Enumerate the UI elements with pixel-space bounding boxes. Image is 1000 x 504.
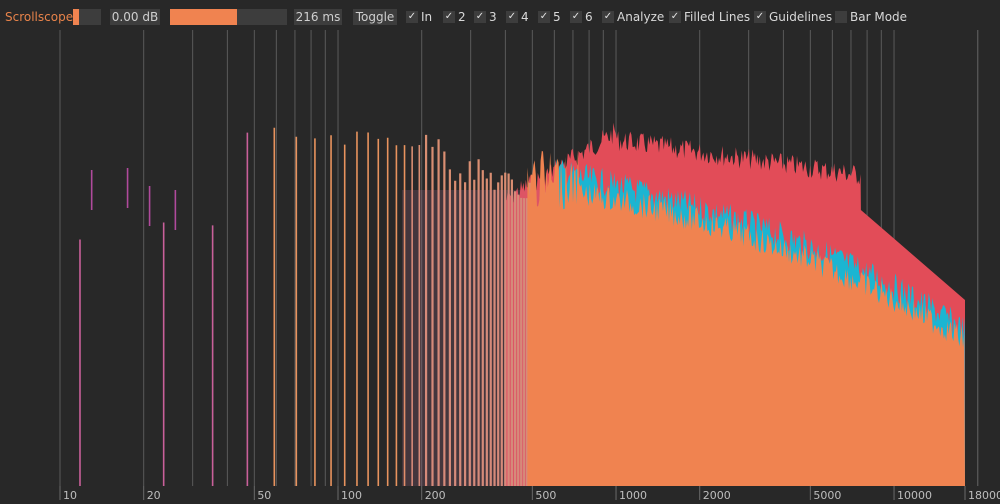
checkbox-3[interactable]: ✓ 3 bbox=[474, 9, 497, 25]
checkbox-label: 2 bbox=[458, 10, 466, 24]
frequency-axis: 10 20 50 100 200 500 1000 2000 5000 10000 18000 bbox=[0, 486, 1000, 504]
app-title: Scrollscope bbox=[5, 10, 74, 24]
checkbox-label: In bbox=[421, 10, 433, 24]
checkbox-label: Filled Lines bbox=[684, 10, 751, 24]
checkbox-filled-lines[interactable]: ✓ Filled Lines bbox=[669, 9, 750, 25]
axis-tick-label: 18000 bbox=[968, 489, 1000, 502]
toggle-button[interactable]: Toggle bbox=[353, 9, 397, 25]
axis-bar bbox=[0, 486, 1000, 504]
check-icon[interactable]: ✓ bbox=[474, 11, 486, 23]
check-icon[interactable]: ✓ bbox=[570, 11, 582, 23]
axis-tick-label: 50 bbox=[257, 489, 271, 502]
time-slider-fill bbox=[170, 9, 237, 25]
checkbox-5[interactable]: ✓ 5 bbox=[538, 9, 561, 25]
check-icon[interactable]: ✓ bbox=[443, 11, 455, 23]
checkbox-label: 4 bbox=[521, 10, 529, 24]
axis-tick-label: 100 bbox=[341, 489, 362, 502]
checkbox-bar-mode[interactable]: Bar Mode bbox=[835, 9, 907, 25]
checkbox-label: Bar Mode bbox=[850, 10, 908, 24]
spectrum-overlap bbox=[402, 190, 547, 486]
checkbox-empty-icon[interactable] bbox=[835, 11, 847, 23]
checkbox-6[interactable]: ✓ 6 bbox=[570, 9, 593, 25]
check-icon[interactable]: ✓ bbox=[538, 11, 550, 23]
axis-tick-label: 500 bbox=[535, 489, 556, 502]
checkbox-analyze[interactable]: ✓ Analyze bbox=[602, 9, 664, 25]
check-icon[interactable]: ✓ bbox=[669, 11, 681, 23]
checkbox-guidelines[interactable]: ✓ Guidelines bbox=[754, 9, 832, 25]
spectrum-orange bbox=[527, 150, 965, 486]
checkbox-label: 6 bbox=[585, 10, 593, 24]
check-icon[interactable]: ✓ bbox=[602, 11, 614, 23]
checkbox-label: 5 bbox=[553, 10, 561, 24]
spectrum-orange-harmonics bbox=[79, 127, 547, 486]
axis-tick-label: 20 bbox=[147, 489, 161, 502]
axis-tick-label: 5000 bbox=[813, 489, 841, 502]
axis-tick-label: 10000 bbox=[897, 489, 932, 502]
axis-tick-label: 2000 bbox=[703, 489, 731, 502]
axis-tick-label: 200 bbox=[425, 489, 446, 502]
time-slider[interactable] bbox=[170, 9, 287, 25]
check-icon[interactable]: ✓ bbox=[754, 11, 766, 23]
check-icon[interactable]: ✓ bbox=[406, 11, 418, 23]
spectrum-traces bbox=[79, 122, 965, 487]
time-value[interactable]: 216 ms bbox=[294, 9, 342, 25]
checkbox-2[interactable]: ✓ 2 bbox=[443, 9, 466, 25]
check-icon[interactable]: ✓ bbox=[506, 11, 518, 23]
checkbox-in[interactable]: ✓ In bbox=[406, 9, 432, 25]
checkbox-label: Guidelines bbox=[769, 10, 833, 24]
checkbox-label: Analyze bbox=[617, 10, 665, 24]
toolbar: Scrollscope 0.00 dB 216 ms Toggle ✓ In ✓ 2 ✓… bbox=[0, 0, 1000, 32]
gain-slider[interactable] bbox=[73, 9, 101, 25]
axis-tick-label: 10 bbox=[63, 489, 77, 502]
checkbox-label: 3 bbox=[489, 10, 497, 24]
gain-slider-fill bbox=[73, 9, 79, 25]
gain-value[interactable]: 0.00 dB bbox=[110, 9, 160, 25]
checkbox-4[interactable]: ✓ 4 bbox=[506, 9, 529, 25]
axis-tick-label: 1000 bbox=[619, 489, 647, 502]
